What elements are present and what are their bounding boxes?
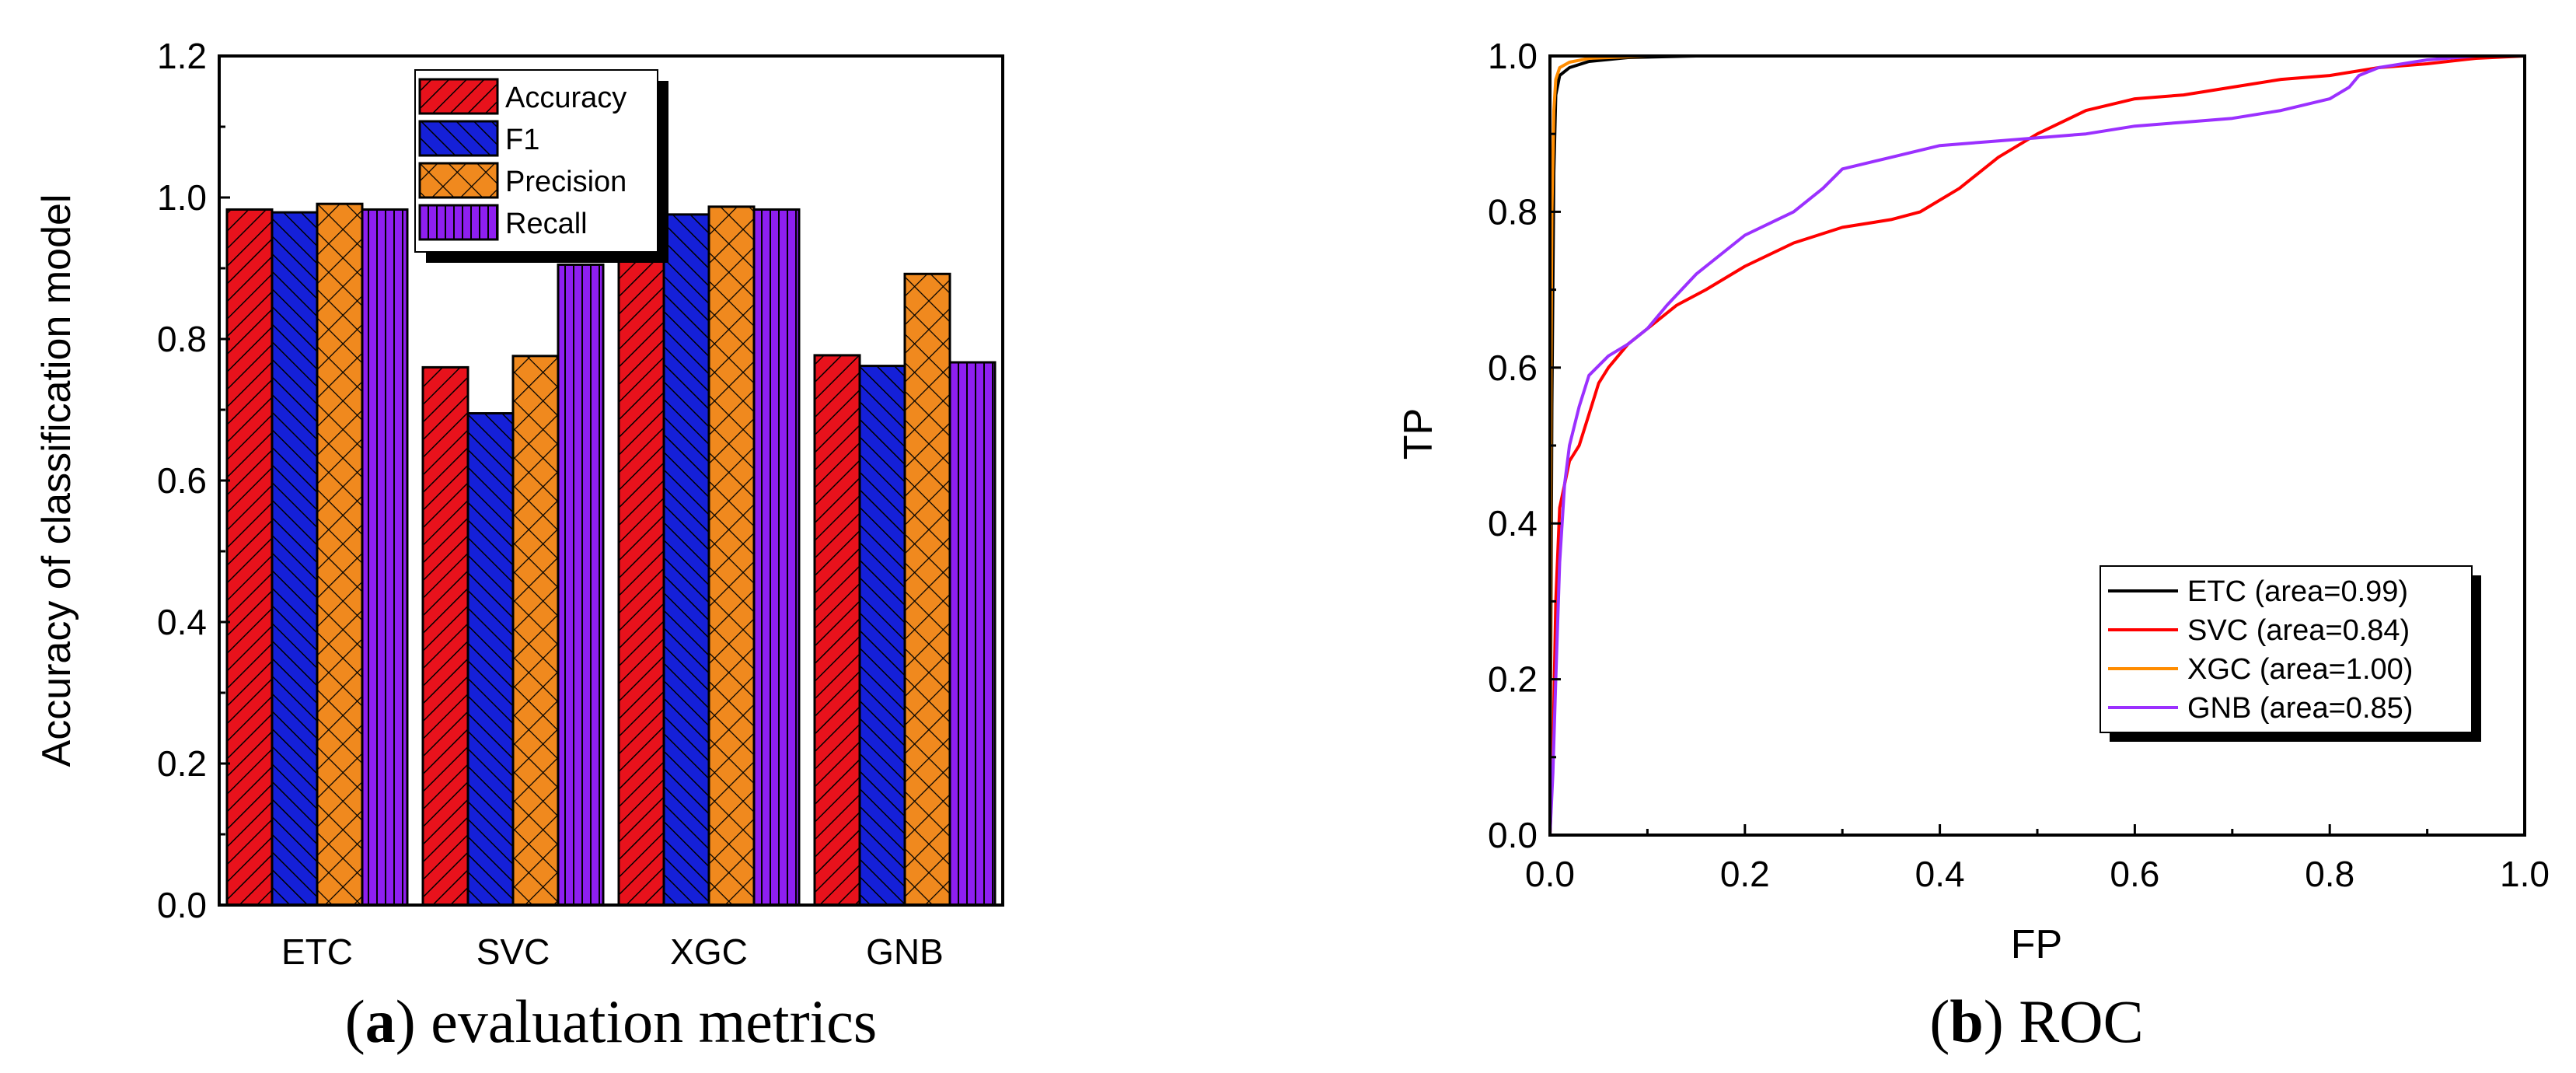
y-tick-label: 0.2 — [1488, 659, 1538, 700]
y-tick-label: 0.6 — [157, 460, 207, 501]
y-axis-label: Accuracy of classification model — [34, 194, 79, 767]
bar-xgc-precision — [707, 205, 756, 907]
legend-box — [2100, 565, 2473, 733]
x-tick-label: 0.4 — [1915, 854, 1965, 894]
legend-label-precision: Precision — [505, 166, 627, 198]
legend-label-gnb: GNB (area=0.85) — [2187, 692, 2413, 725]
legend-swatch-precision — [418, 162, 499, 199]
x-tick-label-gnb: GNB — [866, 931, 944, 972]
caption-a: (a) evaluation metrics — [345, 987, 877, 1055]
x-tick-label: 0.0 — [1525, 854, 1575, 894]
x-tick-label-xgc: XGC — [670, 931, 748, 972]
x-ticks: 0.0 0.2 0.4 0.6 0.8 1.0 — [1525, 824, 2550, 894]
x-tick-label: 0.8 — [2305, 854, 2354, 894]
roc-chart-panel: 0.0 0.2 0.4 0.6 0.8 1.0 0.0 0.2 0.4 0.6 0.8 1.0 FP… — [1396, 36, 2550, 1055]
bar-svc-accuracy — [421, 365, 469, 907]
bar-svc-recall — [557, 263, 605, 907]
bar-etc-f1 — [271, 211, 319, 907]
bar-svc-precision — [511, 355, 560, 907]
x-ticks: ETC SVC XGC GNB — [281, 894, 944, 972]
x-tick-label: 1.0 — [2500, 854, 2550, 894]
x-tick-label-etc: ETC — [281, 931, 353, 972]
bar-xgc-accuracy — [617, 210, 665, 907]
y-tick-label: 0.2 — [157, 743, 207, 784]
legend: Accuracy F1 Precision Recall — [414, 69, 668, 263]
y-ticks: 0.0 0.2 0.4 0.6 0.8 1.0 1.2 — [157, 36, 230, 925]
legend-label-f1: F1 — [505, 124, 539, 156]
x-tick-label-svc: SVC — [476, 931, 550, 972]
bar-gnb-f1 — [858, 365, 906, 907]
bar-gnb-recall — [948, 361, 997, 907]
roc-curve-gnb — [1548, 54, 2525, 836]
y-tick-label: 0.6 — [1488, 348, 1538, 388]
y-tick-label: 0.8 — [1488, 191, 1538, 232]
legend-label-xgc: XGC (area=1.00) — [2187, 653, 2413, 686]
bar-chart-panel: 0.0 0.2 0.4 0.6 0.8 1.0 1.2 ETC SVC XGC GNB Accur… — [34, 36, 1004, 1055]
y-tick-label: 1.2 — [157, 36, 207, 76]
legend-label-svc: SVC (area=0.84) — [2187, 614, 2410, 647]
bar-xgc-recall — [752, 208, 801, 907]
y-tick-label: 1.0 — [157, 177, 207, 218]
y-tick-label: 0.8 — [157, 319, 207, 359]
bar-xgc-f1 — [662, 213, 710, 907]
caption-a-letter: a — [365, 987, 396, 1055]
caption-a-text: evaluation metrics — [431, 987, 877, 1055]
legend-label-accuracy: Accuracy — [505, 82, 627, 114]
x-tick-label: 0.6 — [2110, 854, 2159, 894]
y-tick-label: 0.0 — [157, 885, 207, 925]
bar-gnb-accuracy — [813, 354, 861, 907]
bar-etc-accuracy — [225, 208, 274, 907]
bar-etc-recall — [361, 208, 409, 907]
bar-svc-f1 — [466, 412, 515, 907]
y-tick-label: 0.4 — [1488, 503, 1538, 543]
x-axis-label: FP — [2011, 922, 2062, 967]
caption-b-letter: b — [1949, 987, 1983, 1055]
caption-b-text: ROC — [2019, 987, 2143, 1055]
y-tick-label: 0.0 — [1488, 815, 1538, 855]
legend-swatch-f1 — [418, 120, 499, 157]
bar-etc-precision — [316, 202, 364, 907]
legend: ETC (area=0.99) SVC (area=0.84) XGC (area=… — [2100, 565, 2481, 742]
x-tick-label: 0.2 — [1720, 854, 1770, 894]
legend-swatch-accuracy — [418, 78, 499, 115]
y-tick-label: 0.4 — [157, 602, 207, 642]
legend-label-etc: ETC (area=0.99) — [2187, 575, 2408, 608]
caption-b: (b) ROC — [1929, 987, 2143, 1055]
roc-curve-svc — [1548, 54, 2525, 836]
legend-swatch-recall — [418, 204, 499, 241]
y-tick-label: 1.0 — [1488, 36, 1538, 76]
legend-label-recall: Recall — [505, 208, 588, 240]
y-axis-label: TP — [1396, 408, 1441, 460]
y-ticks: 0.0 0.2 0.4 0.6 0.8 1.0 — [1488, 36, 1561, 855]
bar-gnb-precision — [903, 272, 951, 907]
bars — [225, 202, 997, 907]
